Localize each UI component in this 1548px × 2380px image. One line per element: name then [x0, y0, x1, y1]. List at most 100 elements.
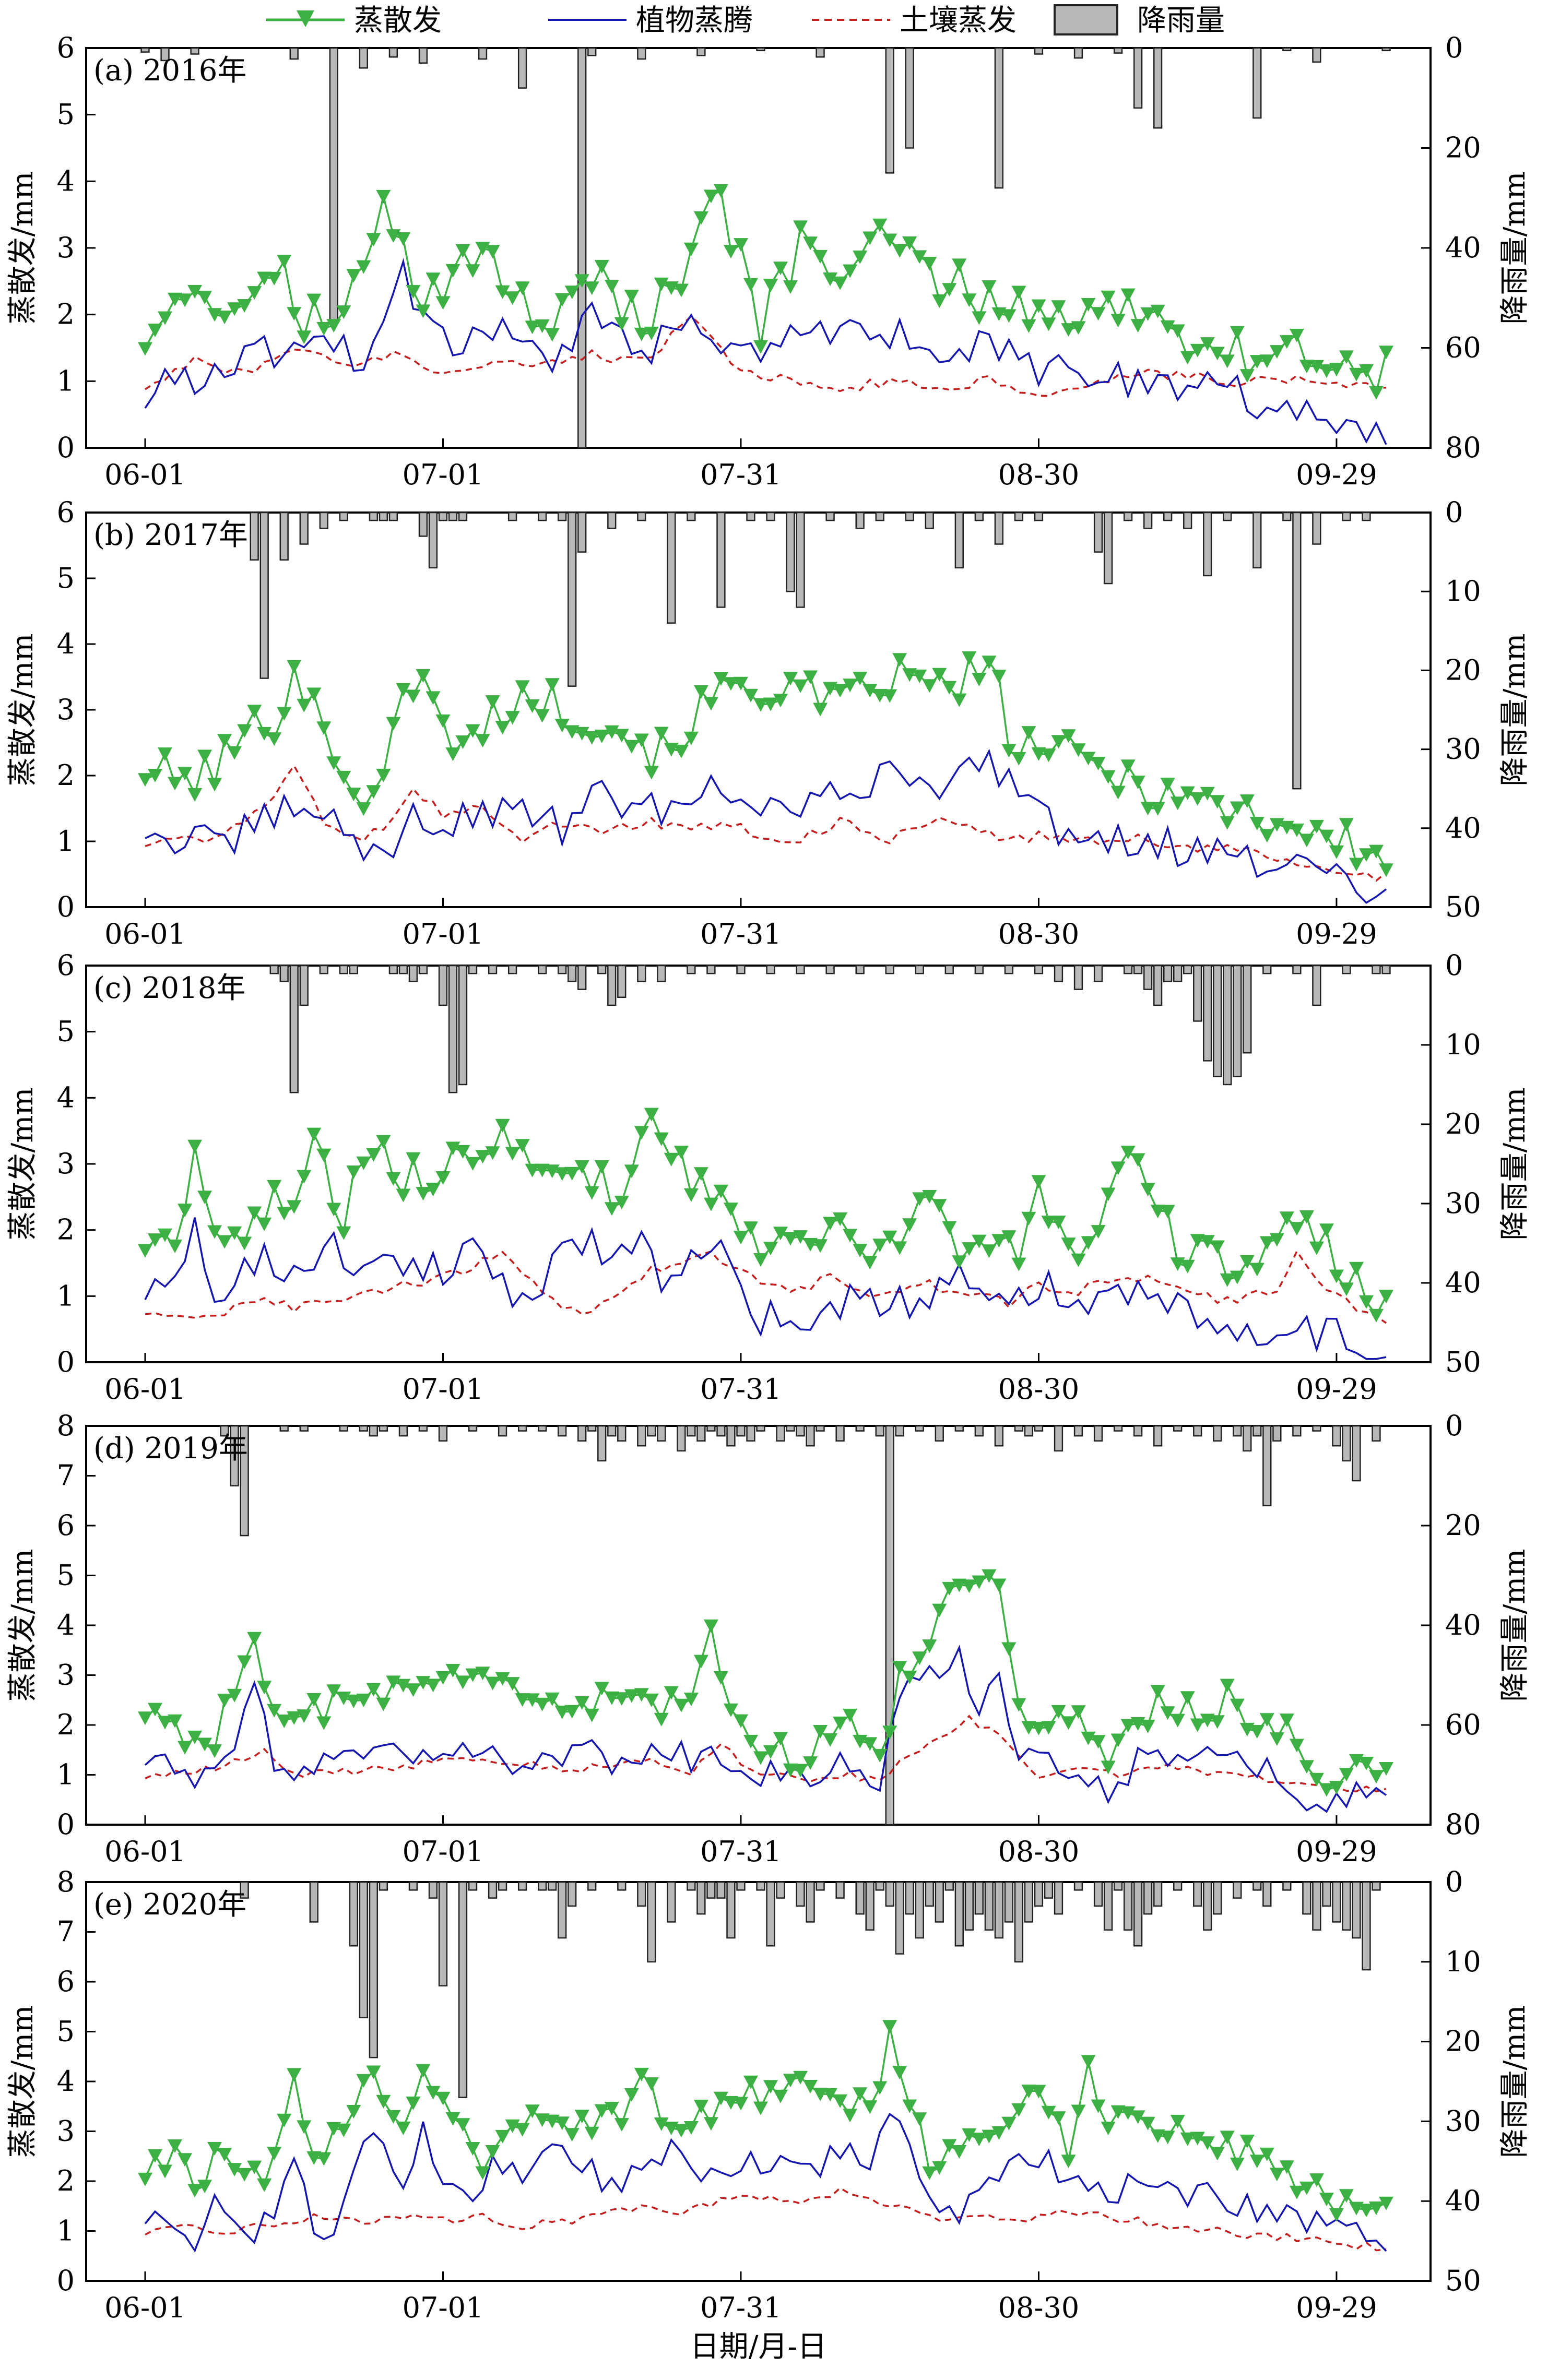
et-point	[753, 1253, 768, 1267]
et-point	[803, 670, 818, 684]
rain-bar	[517, 1425, 527, 1432]
rain-bar	[657, 1425, 666, 1442]
rain-bar	[379, 511, 388, 521]
et-point	[326, 756, 341, 770]
y-tick-label: 7	[57, 1459, 75, 1492]
panel-title: (d) 2019年	[93, 1432, 248, 1466]
y-axis-title-left: 蒸散发/mm	[6, 1549, 40, 1701]
rain-bar	[339, 511, 348, 521]
et-point	[932, 2161, 947, 2175]
et-point	[1071, 2104, 1086, 2119]
y-tick-label: 6	[57, 1965, 75, 1998]
rain-bar	[1312, 1425, 1321, 1432]
rain-bar	[756, 47, 765, 52]
series-line-soil-evaporation	[145, 1715, 1387, 1793]
series-line-evapotranspiration	[144, 1112, 1387, 1317]
x-tick-label: 06-01	[104, 458, 186, 491]
et-point	[406, 285, 421, 299]
rain-bar	[398, 1425, 408, 1437]
rain-bar	[925, 511, 934, 529]
rain-bar	[1143, 511, 1153, 529]
et-point	[833, 684, 848, 698]
rain-bar	[994, 1425, 1004, 1447]
rain-bar	[607, 511, 617, 529]
x-tick-label: 07-31	[700, 458, 782, 491]
et-point	[1041, 1721, 1056, 1735]
rain-bar	[1004, 1881, 1014, 1923]
et-point	[515, 1139, 530, 1153]
et-point	[267, 271, 282, 285]
rain-bar	[647, 1881, 656, 1963]
plot-frame	[85, 1881, 1432, 2282]
et-point	[346, 1165, 361, 1179]
et-point	[197, 1738, 212, 1752]
et-point	[753, 340, 768, 354]
et-point	[406, 1683, 421, 1697]
et-point	[594, 1682, 609, 1696]
et-point	[813, 249, 828, 264]
rain-bar	[1292, 965, 1302, 974]
et-point	[1369, 2202, 1384, 2215]
y2-tick-label: 50	[1445, 890, 1481, 923]
rain-bar	[1183, 965, 1192, 974]
y2-tick-label: 10	[1445, 1945, 1481, 1978]
y-axis-title-left: 蒸散发/mm	[6, 1087, 40, 1240]
rain-bar	[954, 511, 964, 569]
et-point	[1239, 794, 1255, 808]
et-point	[1061, 1716, 1076, 1730]
rain-bar	[716, 1425, 726, 1437]
rain-bar	[706, 1425, 716, 1432]
et-point	[1110, 786, 1126, 800]
rain-bar	[1014, 1881, 1024, 1963]
et-point	[207, 778, 222, 792]
rain-bars	[140, 47, 1391, 449]
y-tick-label: 4	[57, 2065, 75, 2098]
x-tick-label: 06-01	[104, 1835, 186, 1868]
et-point	[287, 307, 302, 321]
et-point	[197, 2180, 212, 2194]
et-point	[962, 651, 977, 665]
rain-bar	[388, 47, 398, 58]
et-point	[783, 1763, 798, 1777]
et-point	[426, 1679, 441, 1693]
rain-bar	[230, 1425, 239, 1486]
et-point	[872, 1748, 888, 1763]
y2-tick-label: 30	[1445, 2104, 1481, 2137]
rain-bar	[438, 1881, 448, 1986]
et-point	[614, 317, 629, 331]
et-point	[158, 311, 172, 325]
et-point	[892, 2066, 907, 2080]
et-point	[396, 1188, 411, 1203]
et-point	[306, 687, 322, 701]
x-tick-label: 06-01	[104, 2291, 186, 2324]
rain-bar	[974, 1425, 984, 1437]
rain-bar	[835, 1881, 845, 1899]
et-point	[763, 1745, 778, 1759]
y-tick-label: 0	[57, 2264, 75, 2297]
et-point	[1061, 1237, 1076, 1252]
x-tick-label: 08-30	[998, 458, 1080, 491]
rain-bar	[1312, 1881, 1321, 1931]
et-point	[703, 189, 718, 204]
et-point	[594, 729, 609, 743]
et-point	[1329, 1781, 1344, 1795]
rain-bar	[1153, 1425, 1163, 1447]
et-point	[723, 1203, 738, 1217]
et-point	[1269, 1732, 1284, 1746]
x-tick-label: 07-31	[700, 1373, 782, 1406]
et-point	[614, 729, 629, 743]
et-point	[1349, 1262, 1364, 1276]
et-point	[267, 1704, 282, 1718]
rain-bar	[1262, 965, 1272, 974]
et-point	[148, 1233, 162, 1247]
rain-bar	[547, 1881, 557, 1891]
rain-bar	[964, 1881, 974, 1931]
et-point	[1110, 1161, 1126, 1175]
et-point	[287, 2068, 302, 2082]
et-markers	[138, 651, 1393, 877]
rain-bar	[587, 47, 597, 56]
et-point	[207, 1225, 222, 1239]
et-point	[1150, 304, 1165, 318]
